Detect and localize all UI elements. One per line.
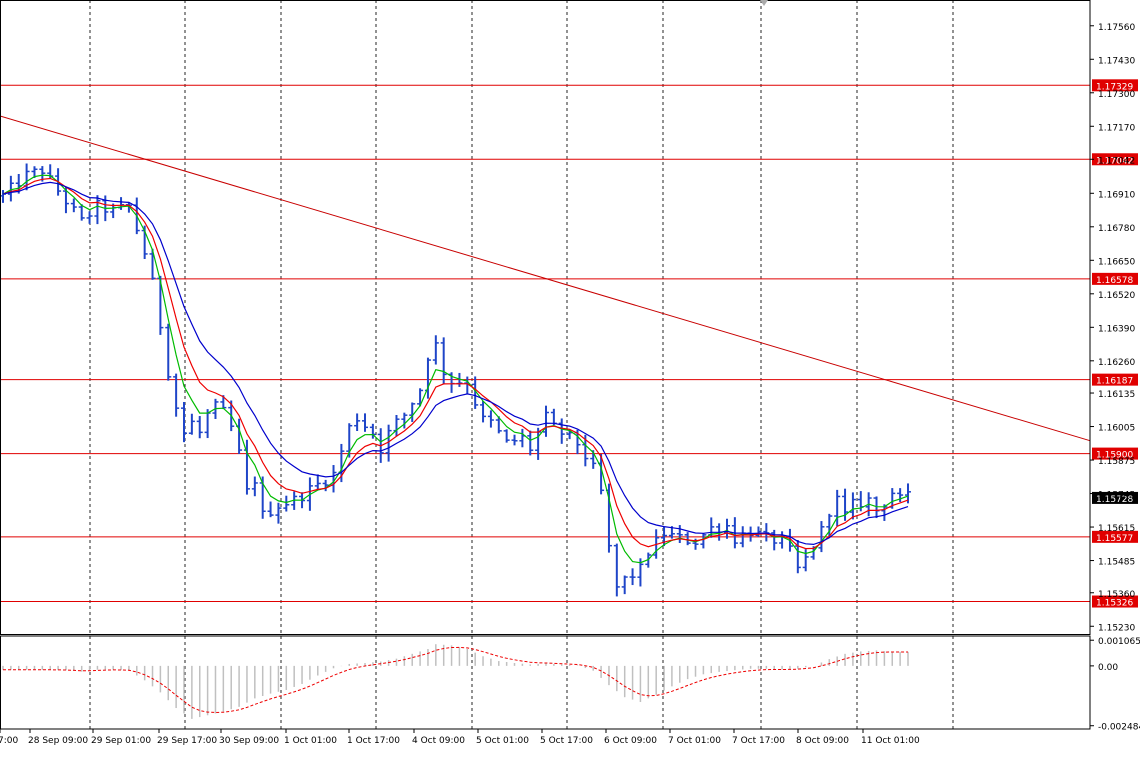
price-tick-label: 1.16390: [1098, 324, 1135, 334]
time-tick-label: 8 Oct 09:00: [796, 736, 849, 746]
price-tick-label: 1.16260: [1098, 358, 1135, 368]
price-tick-label: 1.17430: [1098, 56, 1135, 66]
time-tick-label: 5 Oct 01:00: [476, 736, 529, 746]
oscillator-pane-border: [0, 635, 1091, 730]
price-tick-label: 1.17300: [1098, 90, 1135, 100]
time-tick-label: 6 Oct 09:00: [604, 736, 657, 746]
price-tick-label: 1.15745: [1098, 491, 1135, 501]
moving-averages: [2, 174, 909, 564]
main-pane-border: [0, 0, 1091, 635]
level-label-box: [1092, 153, 1138, 166]
time-tick-label: 29 Sep 01:00: [91, 736, 151, 746]
level-label-box: [1092, 79, 1138, 92]
time-tick-label: 11 Oct 01:00: [861, 736, 920, 746]
time-tick-label: 7:00: [0, 736, 18, 746]
price-tick-label: 1.16780: [1098, 224, 1135, 234]
price-tick-label: 1.15875: [1098, 457, 1135, 467]
price-tick-label: 1.17170: [1098, 123, 1135, 133]
level-label-box: [1092, 530, 1138, 543]
price-bars: [0, 163, 911, 597]
time-tick-label: 1 Oct 01:00: [284, 736, 337, 746]
time-tick-label: 30 Sep 09:00: [219, 736, 279, 746]
price-tick-label: 1.15230: [1098, 623, 1135, 633]
price-tick-label: 1.16005: [1098, 424, 1135, 434]
current-price-box: [1092, 491, 1138, 504]
level-label-box: [1092, 595, 1138, 608]
time-tick-label: 7 Oct 01:00: [668, 736, 721, 746]
level-label-box: [1092, 272, 1138, 285]
oscillator-histogram: 0.001065 0.00 -0.002484: [2, 637, 1140, 733]
chart-frame: [0, 0, 1091, 730]
time-tick-label: 5 Oct 17:00: [540, 736, 593, 746]
time-tick-label: 1 Oct 17:00: [347, 736, 400, 746]
signal-line: [3, 646, 908, 714]
osc-tick-label: 0.00: [1098, 663, 1118, 673]
level-label: 1.17042: [1096, 156, 1133, 166]
level-label-box: [1092, 373, 1138, 386]
price-tick-label: 1.17560: [1098, 23, 1135, 33]
ma-fast-line: [2, 174, 909, 564]
osc-tick-label: -0.002484: [1098, 723, 1140, 733]
price-tick-label: 1.16135: [1098, 390, 1135, 400]
time-tick-label: 28 Sep 09:00: [28, 736, 88, 746]
current-price-label: 1.15728: [1096, 495, 1133, 505]
level-label: 1.15900: [1096, 451, 1133, 461]
price-axis: 1.17560 1.17430 1.17300 1.17170 1.17042 1.169…: [1090, 23, 1135, 633]
level-label: 1.15326: [1096, 599, 1133, 609]
scroll-marker-icon: [760, 0, 768, 6]
price-tick-label: 1.15485: [1098, 558, 1135, 568]
trendline: [0, 115, 1091, 442]
price-tick-label: 1.15615: [1098, 524, 1135, 534]
ma-mid-line: [2, 177, 909, 550]
price-tick-label: 1.15360: [1098, 590, 1135, 600]
time-tick-label: 4 Oct 09:00: [412, 736, 465, 746]
level-label: 1.16578: [1096, 276, 1133, 286]
trendline-layer[interactable]: [0, 115, 1091, 442]
level-label: 1.15577: [1096, 534, 1133, 544]
level-label: 1.17329: [1096, 82, 1133, 92]
time-tick-label: 7 Oct 17:00: [732, 736, 785, 746]
grid-lines: [89, 0, 954, 729]
ma-slow-line: [2, 181, 909, 546]
horizontal-levels[interactable]: 1.17329 1.17042 1.16578 1.16187 1.15900 1.155…: [0, 79, 1138, 609]
price-tick-label: 1.16910: [1098, 190, 1135, 200]
time-axis: 7:00 28 Sep 09:00 29 Sep 01:00 29 Sep 17:00…: [0, 729, 920, 746]
level-label-box: [1092, 447, 1138, 460]
time-tick-label: 29 Sep 17:00: [157, 736, 217, 746]
price-tick-label: 1.16650: [1098, 257, 1135, 267]
price-tick-label: 1.16520: [1098, 291, 1135, 301]
price-tick-label: 1.17042: [1098, 156, 1135, 166]
level-label: 1.16187: [1096, 377, 1133, 387]
osc-tick-label: 0.001065: [1098, 637, 1140, 647]
